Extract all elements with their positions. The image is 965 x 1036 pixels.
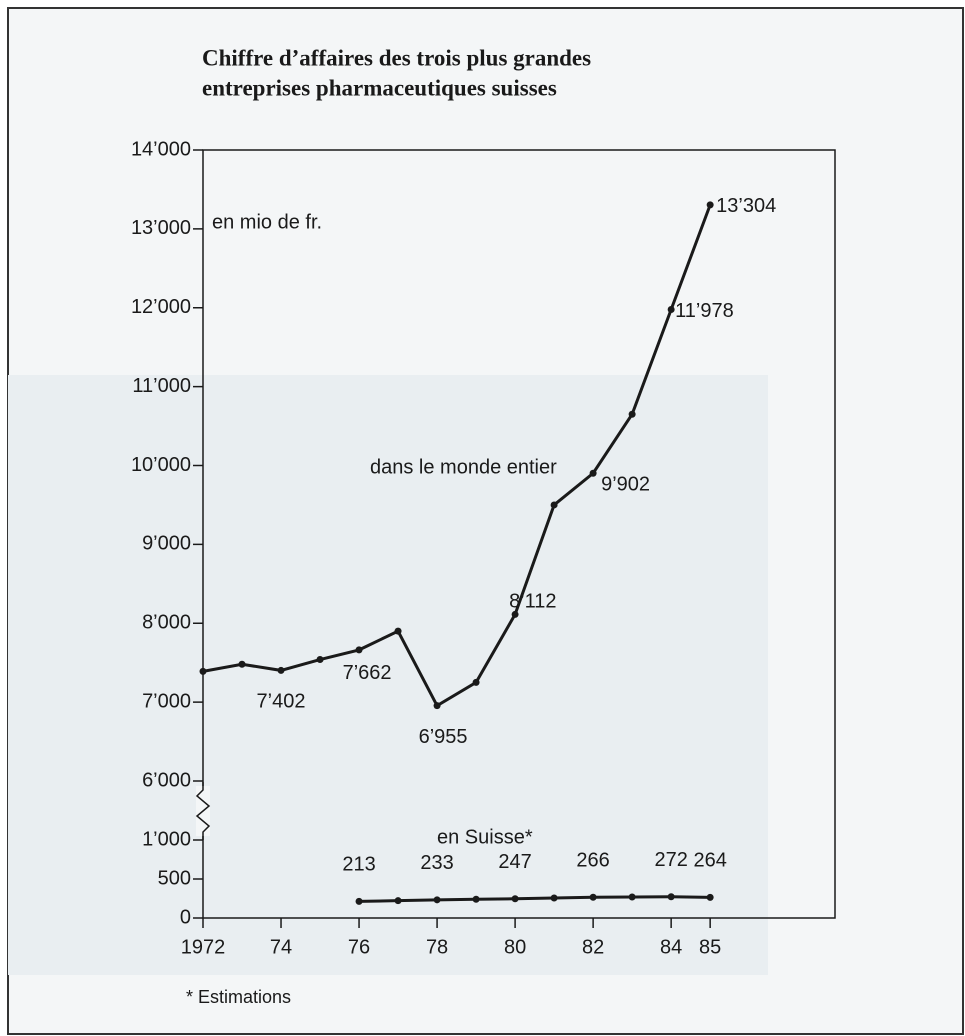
x-tick-label: 85: [699, 936, 721, 958]
data-label: 233: [420, 852, 453, 874]
chart-title: Chiffre d’affaires des trois plus grande…: [202, 45, 591, 70]
y-tick-label: 500: [158, 867, 191, 889]
data-point: [590, 470, 597, 477]
data-point: [473, 896, 480, 903]
data-label: 264: [693, 850, 726, 872]
y-tick-label: 12’000: [131, 296, 191, 318]
data-point: [278, 667, 285, 674]
data-point: [707, 894, 714, 901]
data-point: [200, 668, 207, 675]
data-label: 7’662: [343, 662, 392, 684]
y-tick-label: 6’000: [142, 769, 191, 791]
data-point: [395, 897, 402, 904]
x-tick-label: 74: [270, 936, 292, 958]
y-tick-label: 9’000: [142, 533, 191, 555]
annotation: en Suisse*: [437, 826, 533, 848]
data-point: [668, 306, 675, 313]
y-tick-label: 7’000: [142, 690, 191, 712]
data-point: [629, 411, 636, 418]
data-label: 11’978: [675, 300, 734, 322]
x-tick-label: 1972: [181, 936, 226, 958]
y-tick-label: 0: [180, 906, 191, 928]
x-tick-label: 76: [348, 936, 370, 958]
x-tick-label: 82: [582, 936, 604, 958]
data-label: 272: [654, 849, 687, 871]
annotation: dans le monde entier: [370, 456, 557, 478]
chart-title: entreprises pharmaceutiques suisses: [202, 75, 557, 100]
data-point: [395, 628, 402, 635]
x-tick-label: 84: [660, 936, 682, 958]
data-point: [629, 894, 636, 901]
data-point: [434, 702, 441, 709]
data-point: [668, 893, 675, 900]
y-tick-label: 14’000: [131, 138, 191, 160]
data-label: 247: [498, 851, 531, 873]
page: Chiffre d’affaires des trois plus grande…: [0, 0, 965, 1036]
y-tick-label: 13’000: [131, 217, 191, 239]
y-tick-label: 10’000: [131, 454, 191, 476]
y-tick-label: 11’000: [132, 375, 191, 397]
x-tick-label: 78: [426, 936, 448, 958]
footnote: * Estimations: [186, 987, 291, 1007]
annotation: en mio de fr.: [212, 211, 322, 233]
data-label: 6’955: [419, 726, 468, 748]
data-label: 8’112: [509, 591, 556, 613]
data-label: 213: [342, 854, 375, 876]
y-tick-label: 8’000: [142, 612, 191, 634]
x-tick-label: 80: [504, 936, 526, 958]
data-label: 9’902: [601, 474, 650, 496]
data-point: [473, 679, 480, 686]
data-point: [317, 656, 324, 663]
data-point: [434, 896, 441, 903]
data-point: [356, 646, 363, 653]
data-point: [551, 895, 558, 902]
data-point: [239, 661, 246, 668]
data-label: 7’402: [257, 691, 306, 713]
data-point: [590, 894, 597, 901]
data-point: [512, 895, 519, 902]
y-tick-label: 1’000: [142, 828, 191, 850]
data-label: 13’304: [716, 195, 776, 217]
data-point: [707, 201, 714, 208]
data-point: [356, 898, 363, 905]
chart: Chiffre d’affaires des trois plus grande…: [0, 0, 965, 1036]
data-point: [551, 501, 558, 508]
data-label: 266: [576, 850, 609, 872]
